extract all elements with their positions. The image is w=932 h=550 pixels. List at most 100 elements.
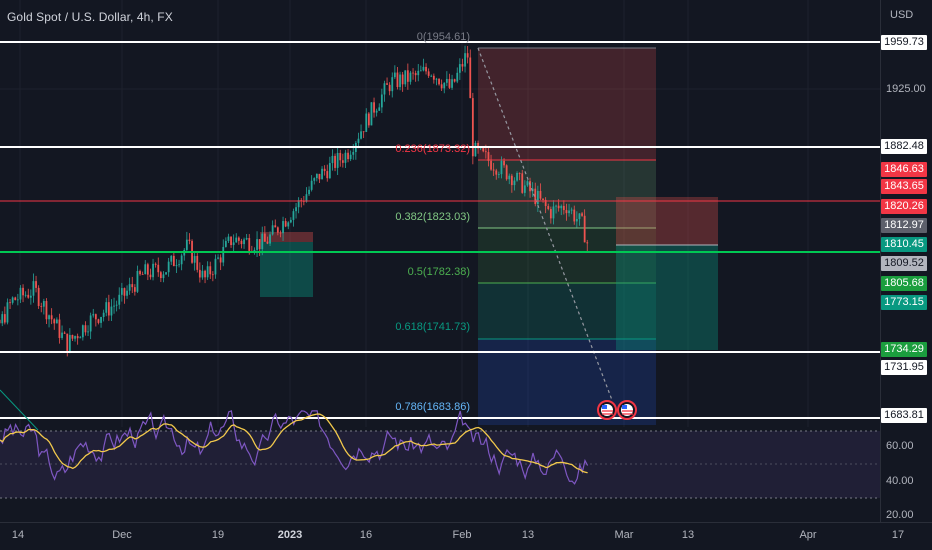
candle-body	[440, 84, 443, 89]
candle-body	[193, 255, 196, 263]
candle-body	[279, 232, 282, 234]
candle-body	[230, 236, 232, 246]
price-label-1731: 1731.95	[881, 360, 927, 375]
rsi-tick-20: 20.00	[886, 509, 914, 521]
candle-body	[282, 221, 284, 234]
candlestick-series	[0, 45, 589, 357]
candle-body	[534, 188, 537, 205]
candle-body	[542, 198, 544, 200]
price-label-1812: 1812.97	[881, 218, 927, 233]
candle-body	[284, 221, 287, 227]
price-tick-1925: 1925.00	[886, 83, 926, 95]
candle-body	[568, 210, 570, 214]
candle-body	[128, 284, 131, 291]
candle-body	[87, 331, 89, 333]
time-axis[interactable]	[0, 522, 932, 550]
candle-body	[367, 113, 370, 126]
us-flag-event-icon[interactable]	[597, 400, 617, 420]
candle-body	[50, 315, 53, 320]
symbol-title[interactable]: Gold Spot / U.S. Dollar, 4h, FX	[7, 10, 173, 24]
candle-body	[58, 319, 61, 338]
candle-body	[521, 173, 524, 193]
price-label-1809: 1809.52	[881, 256, 927, 271]
candle-body	[412, 72, 414, 74]
candle-body	[232, 242, 235, 246]
candle-body	[549, 209, 552, 219]
candle-body	[6, 302, 9, 323]
candle-body	[308, 189, 310, 195]
candle-body	[422, 66, 425, 71]
candle-body	[297, 200, 300, 208]
candle-body	[211, 274, 214, 276]
candle-body	[107, 302, 110, 316]
candle-body	[432, 75, 435, 80]
candle-body	[430, 75, 433, 77]
candle-body	[139, 271, 141, 275]
candle-body	[172, 255, 175, 267]
candle-body	[76, 336, 79, 339]
candle-body	[214, 258, 217, 275]
candle-body	[196, 255, 199, 270]
currency-label[interactable]: USD	[890, 9, 914, 21]
candle-body	[222, 246, 225, 263]
candle-body	[248, 238, 251, 251]
time-label-13: 13	[521, 529, 535, 541]
chart-area[interactable]: 0(1954.61) 0.236(1873.32) 0.382(1823.03)…	[0, 0, 880, 522]
stop-loss-zone	[616, 197, 718, 245]
candle-body	[3, 314, 6, 323]
candle-body	[505, 165, 508, 180]
candle-body	[360, 131, 362, 139]
candle-body	[495, 170, 498, 175]
candle-body	[555, 205, 557, 207]
candle-body	[469, 57, 472, 99]
candle-body	[61, 332, 63, 338]
candle-body	[516, 172, 518, 181]
candle-body	[435, 78, 438, 80]
candle-body	[391, 77, 394, 92]
candle-body	[404, 70, 407, 85]
candle-body	[490, 160, 492, 170]
fib-labels: 0(1954.61) 0.236(1873.32) 0.382(1823.03)…	[395, 31, 470, 413]
candle-body	[370, 102, 373, 126]
price-chart[interactable]: 0(1954.61) 0.236(1873.32) 0.382(1823.03)…	[0, 0, 880, 522]
candle-body	[217, 257, 219, 259]
candle-body	[445, 78, 448, 83]
candle-body	[89, 315, 92, 332]
candle-body	[133, 287, 136, 292]
candle-body	[126, 290, 128, 296]
candle-body	[573, 209, 576, 222]
horizontal-levels[interactable]	[0, 41, 880, 419]
fib-label-5: 0.5(1782.38)	[408, 266, 470, 278]
candle-body	[157, 264, 160, 273]
candle-body	[586, 242, 589, 244]
candle-body	[287, 222, 290, 227]
candle-body	[448, 78, 451, 88]
candle-body	[461, 64, 464, 67]
candle-body	[245, 238, 248, 240]
candle-body	[318, 173, 321, 180]
candle-body	[466, 53, 469, 58]
candle-body	[352, 152, 355, 155]
candle-body	[456, 72, 459, 82]
rsi-pane[interactable]	[0, 410, 880, 522]
candle-body	[406, 70, 409, 82]
candle-body	[393, 72, 396, 78]
fib-zones[interactable]	[478, 47, 656, 425]
candle-body	[378, 107, 381, 111]
candle-body	[159, 272, 162, 279]
rsi-line	[0, 410, 589, 485]
candle-body	[48, 315, 50, 320]
short-position-tool[interactable]	[616, 197, 718, 350]
candle-body	[510, 175, 513, 186]
candle-body	[453, 79, 456, 82]
us-flag-event-icon[interactable]	[617, 400, 637, 420]
candle-body	[14, 297, 17, 301]
price-label-1959: 1959.73	[881, 35, 927, 50]
candle-body	[581, 213, 583, 216]
candle-body	[167, 261, 170, 273]
candle-body	[185, 239, 188, 250]
economic-events[interactable]	[597, 400, 637, 420]
candle-body	[144, 264, 147, 275]
candle-body	[365, 113, 368, 132]
take-profit-zone	[616, 245, 718, 350]
